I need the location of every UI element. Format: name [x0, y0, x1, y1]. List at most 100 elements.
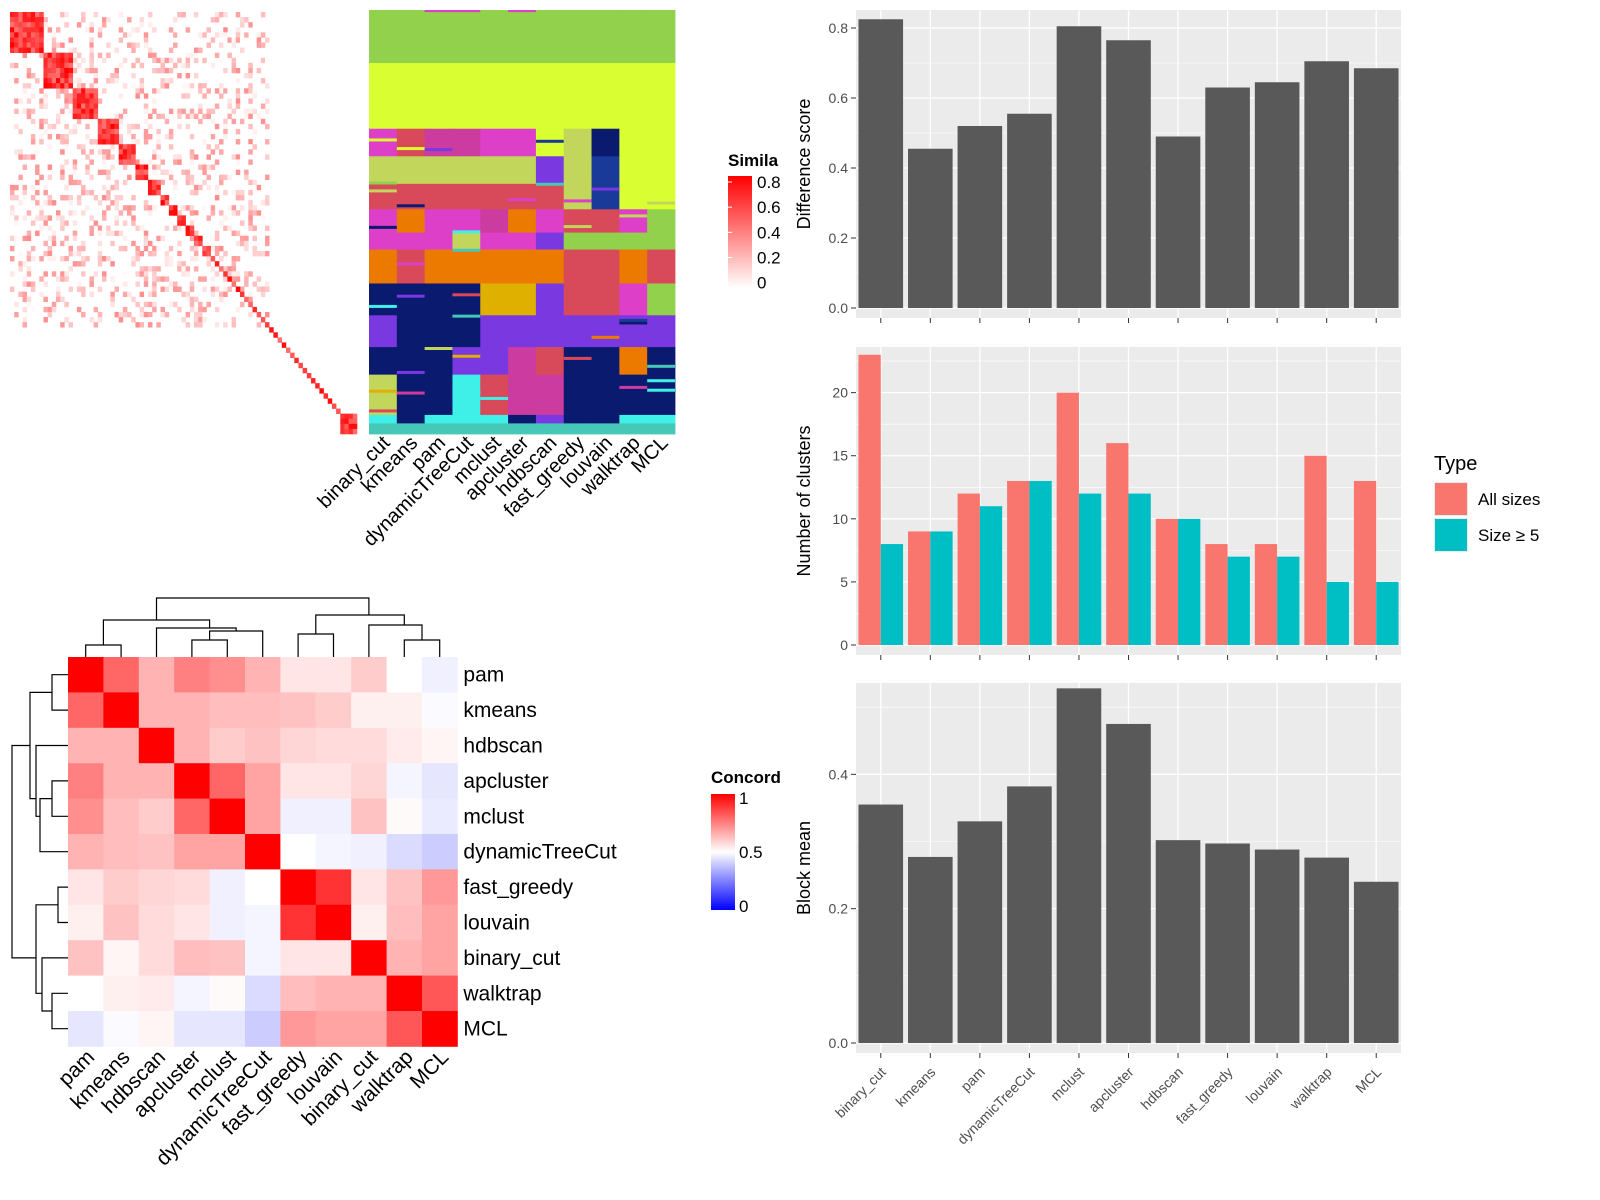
similarity-cell: [22, 189, 28, 196]
similarity-cell: [81, 189, 86, 196]
similarity-cell: [55, 42, 61, 48]
similarity-cell: [18, 62, 23, 69]
similarity-cell: [114, 215, 119, 221]
similarity-cell: [206, 88, 211, 94]
similarity-cell: [193, 215, 199, 221]
similarity-block-cell: [39, 22, 44, 28]
concordance-cell: [280, 869, 317, 906]
similarity-cell: [127, 271, 132, 277]
similarity-cell: [265, 108, 270, 114]
similarity-block-cell: [131, 144, 136, 150]
bar: [1155, 136, 1201, 308]
similarity-cell: [97, 67, 103, 74]
similarity-block-cell: [106, 128, 111, 135]
assignment-cell: [424, 12, 453, 64]
similarity-cell: [256, 210, 262, 216]
similarity-block-cell: [231, 281, 237, 287]
similarity-cell: [147, 266, 153, 272]
similarity-cell: [30, 154, 36, 160]
similarity-block-cell: [319, 388, 324, 394]
concordance-cell: [174, 1011, 210, 1047]
assignment-cell: [563, 315, 592, 348]
similarity-cell: [219, 93, 224, 99]
similarity-cell: [60, 220, 65, 226]
similarity-cell: [198, 108, 203, 114]
similarity-block-cell: [173, 205, 178, 211]
concordance-cell: [68, 727, 104, 764]
similarity-cell: [127, 128, 132, 135]
similarity-cell: [35, 149, 40, 155]
similarity-block-cell: [336, 408, 341, 414]
similarity-cell: [231, 118, 237, 125]
similarity-cell: [135, 301, 140, 308]
similarity-cell: [60, 134, 65, 140]
similarity-cell: [139, 22, 145, 28]
similarity-cell: [164, 83, 170, 89]
similarity-cell: [235, 52, 241, 59]
similarity-cell: [127, 123, 132, 130]
assignment-cell: [396, 156, 426, 185]
similarity-cell: [248, 215, 253, 221]
similarity-cell: [152, 245, 157, 252]
similarity-cell: [252, 210, 257, 216]
similarity-cell: [185, 93, 191, 99]
similarity-cell: [30, 281, 36, 287]
similarity-cell: [122, 281, 128, 287]
similarity-cell: [260, 78, 266, 84]
assignment-cell: [563, 183, 592, 210]
similarity-legend-tick-label: 0.2: [757, 249, 781, 268]
similarity-block-cell: [10, 32, 15, 38]
similarity-cell: [202, 57, 207, 64]
similarity-cell: [219, 256, 224, 262]
similarity-cell: [118, 113, 124, 120]
similarity-cell: [10, 195, 15, 201]
bar: [1353, 68, 1399, 308]
similarity-cell: [60, 108, 65, 114]
similarity-cell: [147, 301, 153, 308]
assignment-cell: [508, 283, 537, 316]
similarity-block-cell: [22, 17, 28, 23]
similarity-cell: [10, 205, 15, 211]
similarity-cell: [118, 139, 124, 145]
similarity-cell: [64, 195, 69, 201]
concordance-cell: [68, 904, 104, 941]
similarity-cell: [110, 261, 115, 267]
similarity-cell: [101, 154, 107, 160]
similarity-cell: [239, 240, 245, 247]
similarity-block-cell: [26, 17, 32, 23]
similarity-cell: [43, 240, 48, 247]
similarity-block-cell: [72, 98, 78, 104]
similarity-cell: [68, 266, 74, 272]
similarity-cell: [177, 261, 182, 267]
similarity-cell: [106, 154, 111, 160]
assignment-cell: [591, 10, 620, 13]
row-dendrogram-branch: [51, 992, 68, 1030]
similarity-block-cell: [352, 418, 358, 425]
concordance-cell: [315, 834, 352, 870]
assignment-cell: [563, 156, 592, 185]
similarity-cell: [64, 317, 69, 323]
similarity-cell: [10, 62, 15, 69]
similarity-cell: [181, 317, 186, 323]
similarity-cell: [152, 154, 157, 160]
similarity-cell: [260, 215, 266, 221]
similarity-cell: [89, 52, 94, 59]
similarity-cell: [193, 73, 199, 79]
similarity-cell: [143, 200, 149, 206]
concordance-cell: [280, 1011, 317, 1047]
similarity-cell: [76, 149, 82, 155]
similarity-cell: [239, 154, 245, 160]
assignment-cell: [647, 423, 676, 435]
similarity-cell: [202, 88, 207, 94]
similarity-cell: [235, 93, 241, 99]
concordance-row-label: apcluster: [463, 770, 548, 793]
similarity-cell: [135, 42, 140, 48]
y-tick-label: 0.8: [829, 20, 849, 36]
similarity-cell: [60, 164, 65, 170]
concordance-cell: [174, 834, 210, 870]
similarity-cell: [152, 291, 157, 298]
similarity-cell: [265, 200, 270, 206]
similarity-cell: [26, 301, 32, 308]
concordance-cell: [315, 1011, 352, 1047]
